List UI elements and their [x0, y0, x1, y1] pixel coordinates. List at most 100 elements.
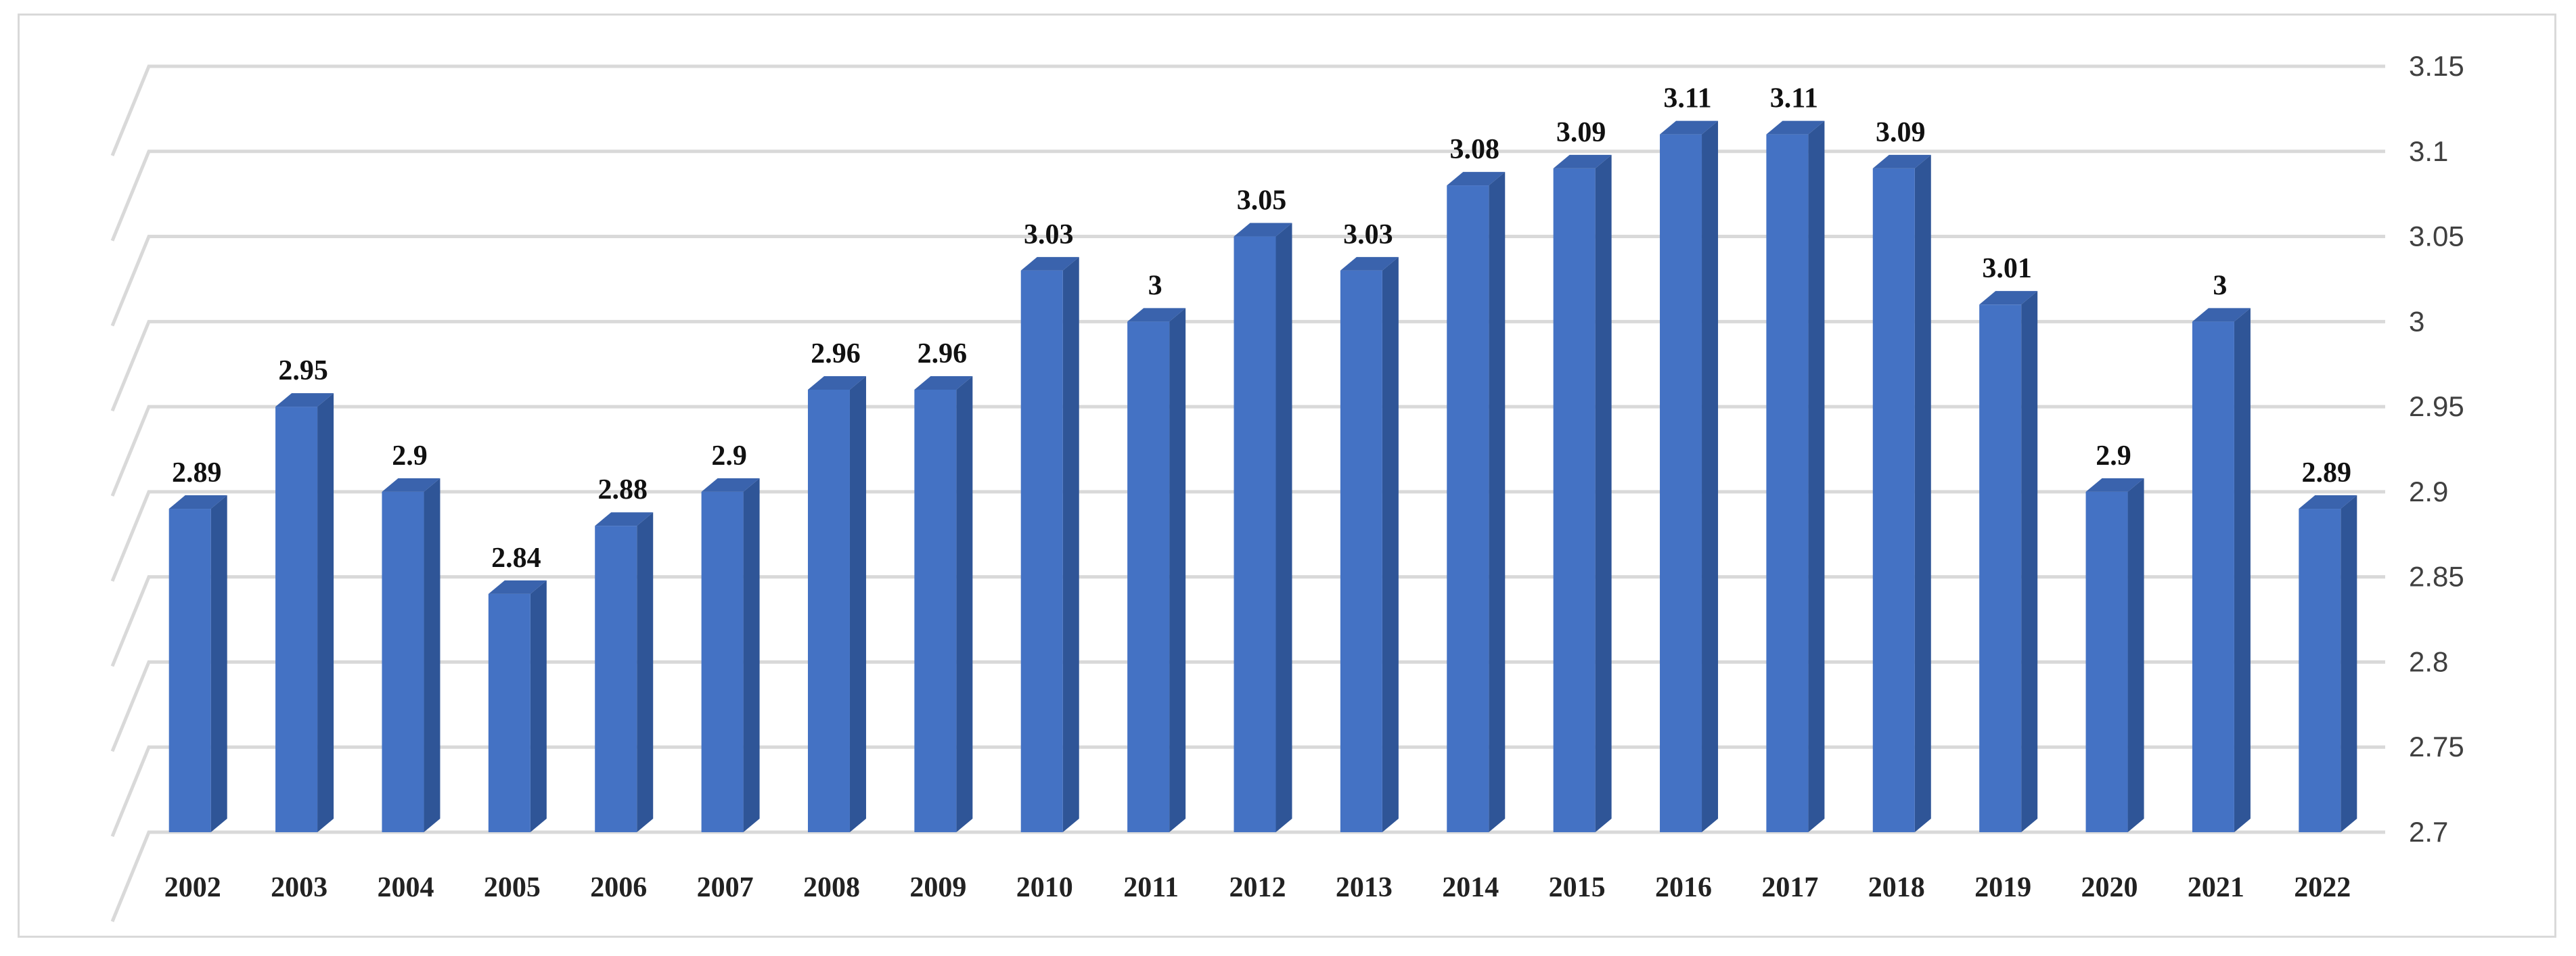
bars [168, 120, 2357, 833]
bar [2085, 478, 2144, 832]
bar-top-face [1234, 223, 1292, 237]
gridline [110, 235, 2385, 327]
bar [1872, 154, 1931, 832]
data-label: 2.96 [811, 338, 861, 369]
bar-side-face [1702, 120, 1719, 833]
bar [1447, 172, 1506, 833]
y-axis-tick-labels: 2.7 2.75 2.8 2.85 2.9 2.95 3 3.05 3.1 3.15 [2409, 50, 2464, 848]
x-category-label: 2003 [271, 872, 327, 903]
bar-side-face [530, 580, 547, 832]
data-label: 2.88 [597, 474, 648, 505]
y-tick-label: 2.85 [2409, 561, 2464, 593]
bar-top-face [1553, 154, 1612, 168]
x-category-label: 2022 [2294, 872, 2351, 903]
data-label: 3.11 [1663, 83, 1711, 114]
gridline [110, 830, 2385, 922]
gridline [110, 150, 2385, 242]
bar-top-face [488, 580, 547, 594]
data-label: 2.9 [392, 440, 428, 472]
x-category-label: 2013 [1336, 872, 1393, 903]
bar [595, 512, 654, 832]
bar-top-face [1979, 291, 2038, 305]
bar-side-face [1808, 120, 1825, 833]
gridline [110, 64, 2385, 156]
data-label: 3.09 [1556, 117, 1606, 148]
bar [1766, 120, 1825, 833]
bar-top-face [1127, 308, 1186, 322]
bar-front-face [488, 593, 530, 832]
bar-side-face [1489, 172, 1506, 833]
bar-side-face [849, 375, 866, 832]
bar-side-face [1595, 154, 1612, 832]
x-category-label: 2014 [1442, 872, 1499, 903]
bar [1020, 256, 1079, 832]
data-label: 2.84 [491, 543, 541, 574]
bar [1660, 120, 1719, 833]
bar-side-face [637, 512, 654, 832]
bar-front-face [1127, 321, 1170, 832]
data-label: 2.9 [711, 440, 747, 472]
bar-top-face [275, 393, 334, 407]
x-category-label: 2007 [697, 872, 754, 903]
bar-side-face [2021, 291, 2038, 833]
bar [2299, 495, 2357, 832]
gridline [110, 319, 2385, 412]
x-category-label: 2009 [909, 872, 966, 903]
bar-side-face [2234, 308, 2251, 832]
data-label: 3.01 [1982, 253, 2032, 284]
y-tick-label: 3 [2409, 305, 2424, 337]
y-tick-label: 3.15 [2409, 50, 2464, 82]
x-category-label: 2015 [1549, 872, 1606, 903]
x-category-label: 2004 [377, 872, 434, 903]
data-label: 2.89 [172, 457, 222, 488]
bar-side-face [2341, 495, 2357, 832]
bar-front-face [1872, 168, 1915, 832]
bar [1127, 308, 1186, 832]
data-label: 2.89 [2302, 457, 2352, 488]
x-category-label: 2019 [1974, 872, 2031, 903]
bar-front-face [2192, 321, 2234, 832]
bar [275, 393, 334, 832]
bar-top-face [1872, 154, 1931, 168]
x-axis-category-labels: 2002 2003 2004 2005 2006 2007 2008 2009 2010 2011… [164, 872, 2351, 903]
bar [1340, 256, 1399, 832]
bar [1234, 223, 1292, 832]
x-category-label: 2016 [1655, 872, 1712, 903]
bar [1553, 154, 1612, 832]
bar-front-face [382, 491, 424, 832]
bar-front-face [1553, 168, 1596, 832]
bar-front-face [701, 491, 744, 832]
data-labels: 2.89 2.95 2.9 2.84 2.88 2.9 2.96 2.96 3.03 3 3.05 3… [172, 83, 2351, 574]
bar-top-face [382, 478, 440, 492]
bar-side-face [210, 495, 227, 832]
gridline [110, 405, 2385, 497]
gridlines [110, 64, 2385, 922]
bar-front-face [1979, 304, 2022, 833]
gridline [110, 745, 2385, 838]
x-category-label: 2012 [1229, 872, 1286, 903]
bar-top-face [2192, 308, 2251, 322]
bar [1979, 291, 2038, 833]
gridline [110, 660, 2385, 752]
data-label: 2.96 [918, 338, 968, 369]
y-tick-label: 3.1 [2409, 135, 2448, 167]
bar-front-face [2085, 491, 2128, 832]
bar [168, 495, 227, 832]
bar-top-face [595, 512, 654, 526]
bar-front-face [1340, 270, 1382, 832]
bar-side-face [1382, 256, 1399, 832]
bar-front-face [1766, 134, 1809, 833]
x-category-label: 2011 [1123, 872, 1179, 903]
y-tick-label: 2.7 [2409, 816, 2448, 848]
bar-front-face [914, 389, 957, 832]
bar-top-face [168, 495, 227, 509]
bar [382, 478, 440, 832]
x-category-label: 2017 [1761, 872, 1818, 903]
bar-front-face [1660, 134, 1702, 833]
y-tick-label: 2.8 [2409, 645, 2448, 677]
bar-front-face [168, 509, 211, 832]
bar-front-face [275, 407, 318, 832]
bar-side-face [1275, 223, 1292, 832]
bar-side-face [2127, 478, 2144, 832]
